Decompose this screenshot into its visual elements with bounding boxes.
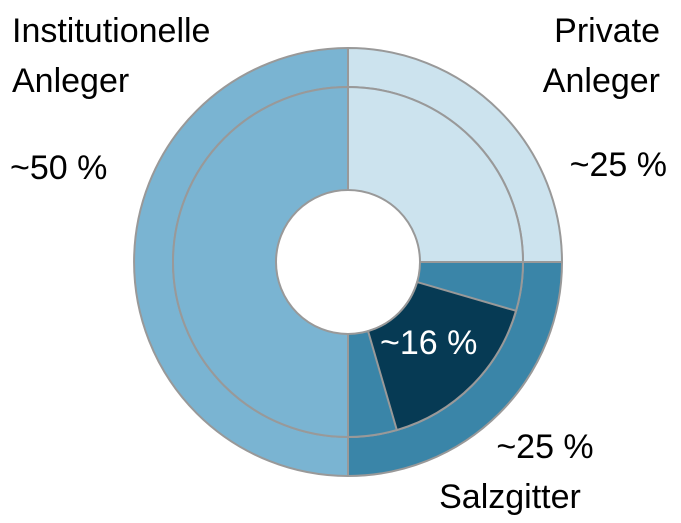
- inner-slice: [347, 85, 525, 263]
- value-label: ~25 %: [496, 428, 594, 466]
- highlight-slice: [366, 280, 518, 432]
- highlight-label: ~16 %: [380, 324, 478, 362]
- category-label: Private Anleger: [542, 12, 660, 100]
- value-label: ~50 %: [10, 149, 108, 187]
- category-label: Institutionelle Anleger: [12, 12, 211, 100]
- category-label: Salzgitter: [439, 478, 581, 516]
- value-label: ~25 %: [569, 146, 667, 184]
- inner-slice: [172, 85, 349, 439]
